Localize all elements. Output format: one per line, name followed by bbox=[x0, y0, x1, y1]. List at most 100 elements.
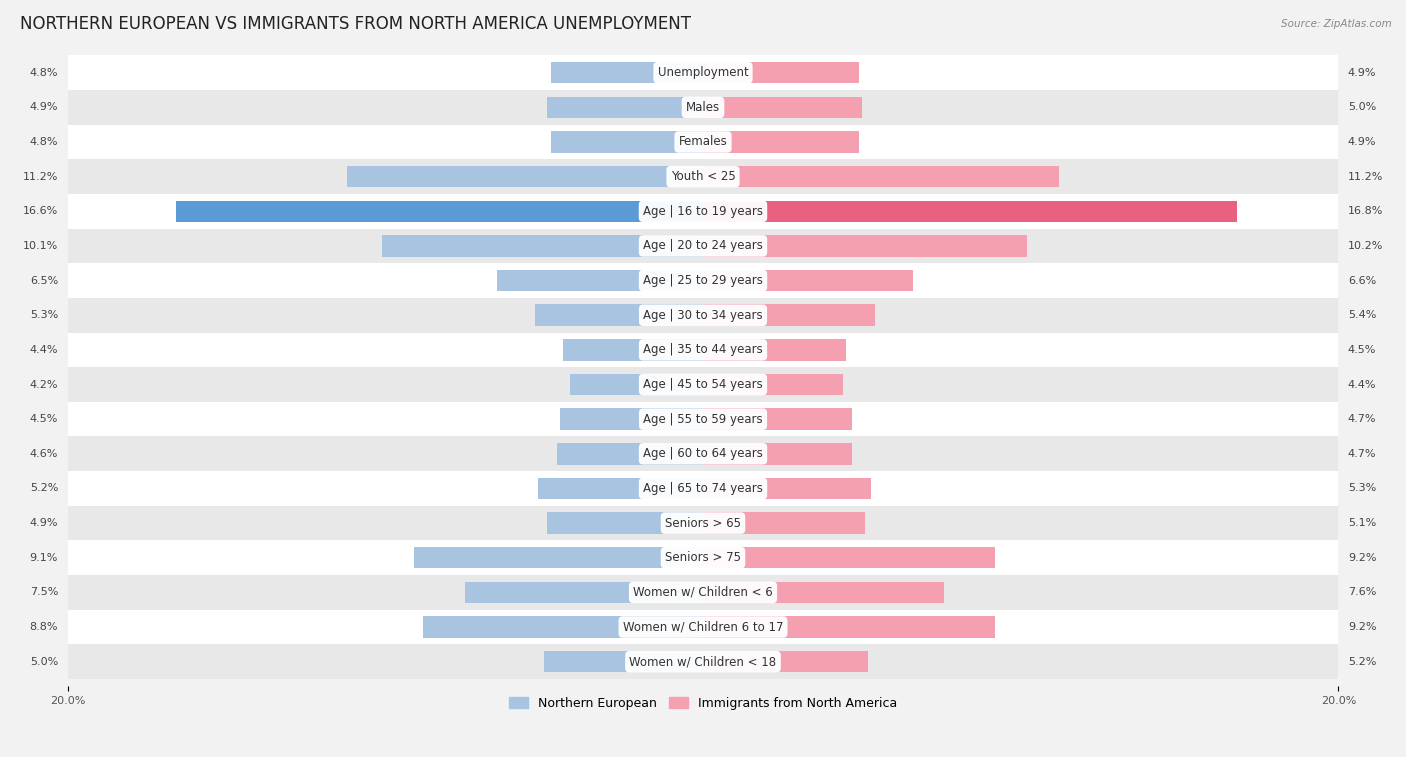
Bar bbox=[67, 159, 1339, 194]
Text: Source: ZipAtlas.com: Source: ZipAtlas.com bbox=[1281, 19, 1392, 29]
Bar bbox=[413, 547, 703, 569]
Bar bbox=[703, 651, 868, 672]
Text: Seniors > 75: Seniors > 75 bbox=[665, 551, 741, 564]
Bar bbox=[703, 304, 875, 326]
Bar bbox=[176, 201, 703, 222]
Text: 5.2%: 5.2% bbox=[30, 484, 58, 494]
Text: 4.4%: 4.4% bbox=[30, 345, 58, 355]
Bar bbox=[496, 269, 703, 291]
Text: 4.8%: 4.8% bbox=[30, 137, 58, 147]
Text: Females: Females bbox=[679, 136, 727, 148]
Text: 4.9%: 4.9% bbox=[1348, 137, 1376, 147]
Text: 4.9%: 4.9% bbox=[30, 102, 58, 112]
Bar bbox=[67, 298, 1339, 332]
Bar bbox=[547, 512, 703, 534]
Text: Age | 25 to 29 years: Age | 25 to 29 years bbox=[643, 274, 763, 287]
Bar bbox=[703, 339, 846, 360]
Text: 4.8%: 4.8% bbox=[30, 67, 58, 78]
Text: 10.2%: 10.2% bbox=[1348, 241, 1384, 251]
Bar bbox=[564, 339, 703, 360]
Bar bbox=[547, 97, 703, 118]
Text: 8.8%: 8.8% bbox=[30, 622, 58, 632]
Text: Age | 45 to 54 years: Age | 45 to 54 years bbox=[643, 378, 763, 391]
Text: Age | 35 to 44 years: Age | 35 to 44 years bbox=[643, 344, 763, 357]
Text: 9.2%: 9.2% bbox=[1348, 622, 1376, 632]
Text: 5.1%: 5.1% bbox=[1348, 518, 1376, 528]
Text: Women w/ Children < 6: Women w/ Children < 6 bbox=[633, 586, 773, 599]
Bar bbox=[67, 229, 1339, 263]
Text: 5.2%: 5.2% bbox=[1348, 656, 1376, 667]
Text: 4.2%: 4.2% bbox=[30, 379, 58, 390]
Text: 4.7%: 4.7% bbox=[1348, 414, 1376, 424]
Text: 5.3%: 5.3% bbox=[30, 310, 58, 320]
Bar bbox=[67, 506, 1339, 540]
Text: Age | 60 to 64 years: Age | 60 to 64 years bbox=[643, 447, 763, 460]
Bar bbox=[703, 374, 842, 395]
Bar bbox=[557, 443, 703, 465]
Bar bbox=[423, 616, 703, 637]
Bar bbox=[347, 166, 703, 188]
Text: 5.4%: 5.4% bbox=[1348, 310, 1376, 320]
Bar bbox=[551, 62, 703, 83]
Bar bbox=[703, 616, 995, 637]
Bar bbox=[703, 443, 852, 465]
Text: 7.6%: 7.6% bbox=[1348, 587, 1376, 597]
Text: Women w/ Children < 18: Women w/ Children < 18 bbox=[630, 655, 776, 668]
Text: 9.2%: 9.2% bbox=[1348, 553, 1376, 562]
Bar bbox=[67, 402, 1339, 437]
Text: 9.1%: 9.1% bbox=[30, 553, 58, 562]
Bar bbox=[67, 125, 1339, 159]
Bar bbox=[560, 409, 703, 430]
Bar bbox=[703, 201, 1237, 222]
Bar bbox=[67, 263, 1339, 298]
Text: Age | 20 to 24 years: Age | 20 to 24 years bbox=[643, 239, 763, 252]
Text: Women w/ Children 6 to 17: Women w/ Children 6 to 17 bbox=[623, 621, 783, 634]
Bar bbox=[67, 90, 1339, 125]
Bar bbox=[67, 540, 1339, 575]
Text: 11.2%: 11.2% bbox=[1348, 172, 1384, 182]
Bar bbox=[551, 131, 703, 153]
Bar bbox=[67, 471, 1339, 506]
Bar bbox=[534, 304, 703, 326]
Bar bbox=[544, 651, 703, 672]
Bar bbox=[67, 644, 1339, 679]
Text: Youth < 25: Youth < 25 bbox=[671, 170, 735, 183]
Bar bbox=[67, 55, 1339, 90]
Text: 4.9%: 4.9% bbox=[1348, 67, 1376, 78]
Bar bbox=[703, 62, 859, 83]
Text: 16.8%: 16.8% bbox=[1348, 206, 1384, 217]
Text: 10.1%: 10.1% bbox=[22, 241, 58, 251]
Text: 6.6%: 6.6% bbox=[1348, 276, 1376, 285]
Text: Males: Males bbox=[686, 101, 720, 114]
Bar bbox=[703, 166, 1059, 188]
Bar bbox=[67, 575, 1339, 609]
Bar bbox=[538, 478, 703, 499]
Text: NORTHERN EUROPEAN VS IMMIGRANTS FROM NORTH AMERICA UNEMPLOYMENT: NORTHERN EUROPEAN VS IMMIGRANTS FROM NOR… bbox=[20, 15, 690, 33]
Text: 5.3%: 5.3% bbox=[1348, 484, 1376, 494]
Text: Age | 65 to 74 years: Age | 65 to 74 years bbox=[643, 482, 763, 495]
Text: 4.4%: 4.4% bbox=[1348, 379, 1376, 390]
Bar bbox=[703, 235, 1026, 257]
Bar bbox=[703, 478, 872, 499]
Text: 16.6%: 16.6% bbox=[22, 206, 58, 217]
Text: Seniors > 65: Seniors > 65 bbox=[665, 516, 741, 530]
Text: Unemployment: Unemployment bbox=[658, 66, 748, 79]
Text: Age | 55 to 59 years: Age | 55 to 59 years bbox=[643, 413, 763, 425]
Text: 4.6%: 4.6% bbox=[30, 449, 58, 459]
Text: 6.5%: 6.5% bbox=[30, 276, 58, 285]
Bar bbox=[67, 367, 1339, 402]
Bar bbox=[67, 609, 1339, 644]
Text: 5.0%: 5.0% bbox=[30, 656, 58, 667]
Bar bbox=[67, 194, 1339, 229]
Bar bbox=[67, 332, 1339, 367]
Bar bbox=[703, 581, 945, 603]
Bar bbox=[67, 437, 1339, 471]
Bar bbox=[703, 269, 912, 291]
Bar bbox=[382, 235, 703, 257]
Bar bbox=[703, 97, 862, 118]
Text: 5.0%: 5.0% bbox=[1348, 102, 1376, 112]
Text: 7.5%: 7.5% bbox=[30, 587, 58, 597]
Bar bbox=[703, 512, 865, 534]
Text: 4.5%: 4.5% bbox=[30, 414, 58, 424]
Text: 4.5%: 4.5% bbox=[1348, 345, 1376, 355]
